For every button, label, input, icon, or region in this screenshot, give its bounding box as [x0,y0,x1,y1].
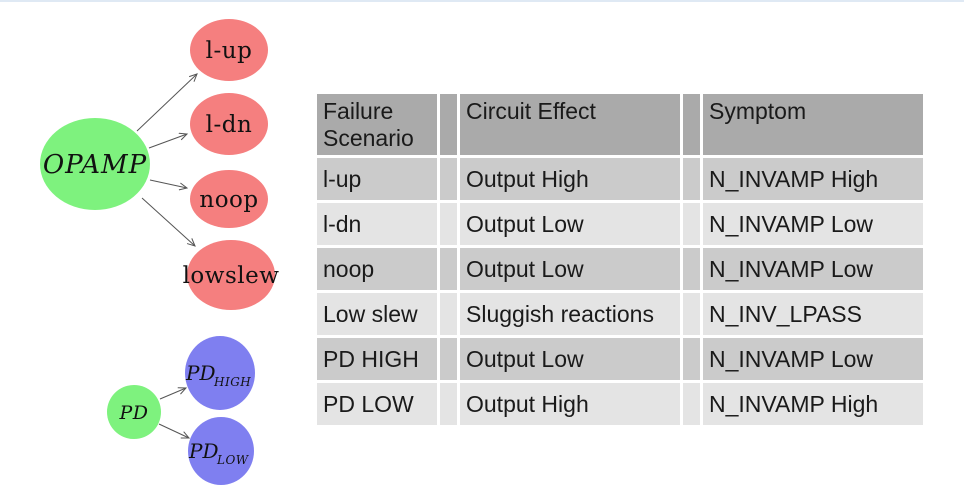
table-row-noop: noop Output Low N_INVAMP Low [317,248,923,290]
cell-spacer [440,383,457,425]
arrow-opamp-to-noop [149,179,189,191]
table-row-lup: l-up Output High N_INVAMP High [317,158,923,200]
opamp-node [40,118,150,210]
table-row-lowslew: Low slew Sluggish reactions N_INV_LPASS [317,293,923,335]
cell-scenario: noop [317,248,437,290]
lup-node [190,19,268,81]
cell-spacer [440,248,457,290]
top-border-line [0,0,964,2]
arrow-opamp-to-ldn [148,132,189,149]
noop-node [190,170,268,228]
pd-node-label: PD [118,402,148,424]
pdlow-node-label-subscript: LOW [216,453,250,467]
pdhigh-node [185,336,255,410]
cell-symptom: N_INVAMP High [703,158,923,200]
cell-effect: Output High [460,158,680,200]
cell-spacer [440,158,457,200]
lup-node-label: l-up [206,38,253,64]
cell-spacer [440,293,457,335]
table-row-pdhigh: PD HIGH Output Low N_INVAMP Low [317,338,923,380]
pdhigh-node-label-base: PD [185,361,216,385]
header-circuit-effect: Circuit Effect [460,94,680,155]
table-row-ldn: l-dn Output Low N_INVAMP Low [317,203,923,245]
cell-symptom: N_INV_LPASS [703,293,923,335]
cell-scenario: Low slew [317,293,437,335]
header-symptom: Symptom [703,94,923,155]
cell-effect: Output Low [460,203,680,245]
failure-table-container: Failure Scenario Circuit Effect Symptom … [314,91,926,428]
table-header-row: Failure Scenario Circuit Effect Symptom [317,94,923,155]
cell-effect: Output Low [460,248,680,290]
cell-effect: Output Low [460,338,680,380]
header-failure-scenario: Failure Scenario [317,94,437,155]
noop-node-label: noop [199,187,258,213]
pdlow-node-label-base: PD [188,439,219,463]
cell-effect: Sluggish reactions [460,293,680,335]
arrow-pd-to-pdlow [158,423,191,439]
pdlow-node [188,417,254,485]
header-spacer-1 [440,94,457,155]
pdhigh-node-label-subscript: HIGH [213,375,251,389]
arrow-opamp-to-lup [136,73,198,132]
cell-spacer [683,203,700,245]
cell-scenario: PD HIGH [317,338,437,380]
cell-symptom: N_INVAMP Low [703,338,923,380]
ldn-node-label: l-dn [206,112,253,138]
cell-symptom: N_INVAMP Low [703,203,923,245]
cell-symptom: N_INVAMP Low [703,248,923,290]
cell-spacer [683,158,700,200]
lowslew-node [187,240,275,310]
header-spacer-2 [683,94,700,155]
cell-scenario: l-dn [317,203,437,245]
lowslew-node-label: lowslew [183,263,280,289]
cell-spacer [440,203,457,245]
cell-spacer [683,383,700,425]
cell-effect: Output High [460,383,680,425]
table-row-pdlow: PD LOW Output High N_INVAMP High [317,383,923,425]
cell-spacer [683,248,700,290]
failure-table: Failure Scenario Circuit Effect Symptom … [314,91,926,428]
cell-scenario: PD LOW [317,383,437,425]
cell-spacer [683,293,700,335]
cell-spacer [683,338,700,380]
pd-node [107,385,161,439]
arrow-opamp-to-lowslew [141,197,196,247]
cell-spacer [440,338,457,380]
opamp-node-label: OPAMP [43,150,147,180]
cell-symptom: N_INVAMP High [703,383,923,425]
arrow-pd-to-pdhigh [159,387,188,400]
fault-model-diagram: OPAMP l-up l-dn noop lowslew PD PD HIGH … [40,19,280,485]
ldn-node [190,93,268,155]
cell-scenario: l-up [317,158,437,200]
